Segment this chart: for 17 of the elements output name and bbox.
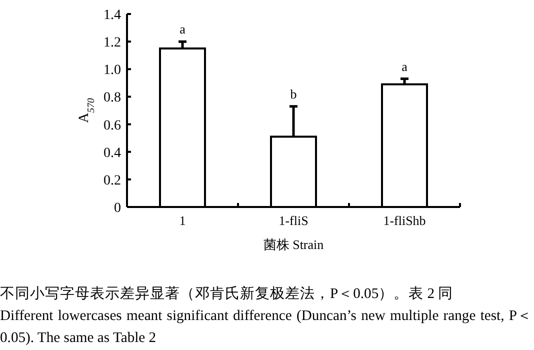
y-tick-label: 1.4 bbox=[104, 8, 121, 23]
y-tick-label: 0.4 bbox=[104, 146, 121, 161]
annotation: a bbox=[402, 58, 408, 74]
annotation: b bbox=[290, 86, 297, 102]
x-tick-label: 1-fliShb bbox=[383, 213, 426, 228]
y-tick-label: 1.0 bbox=[104, 63, 121, 78]
text: 不同小写字母表示差异显著（邓肯氏新复极差法，P＜0.05）。表 2 同 bbox=[0, 284, 454, 304]
x-tick-label: 1-fliS bbox=[278, 213, 308, 228]
y-tick-label: 1.2 bbox=[104, 36, 121, 51]
annotation: a bbox=[180, 22, 186, 37]
y-tick-label: 0.2 bbox=[104, 173, 121, 188]
y-tick-label: 0 bbox=[114, 201, 121, 216]
x-tick-label: 1 bbox=[179, 213, 186, 228]
x-axis-title: 菌株 Strain bbox=[263, 237, 324, 252]
y-tick-label: 0.8 bbox=[104, 90, 121, 106]
y-tick-label: 0.6 bbox=[104, 118, 121, 134]
text: Different lowercases meant significant difference (Duncan’s new multiple range test, P＜0.05). The same as Table 2 bbox=[0, 307, 532, 348]
